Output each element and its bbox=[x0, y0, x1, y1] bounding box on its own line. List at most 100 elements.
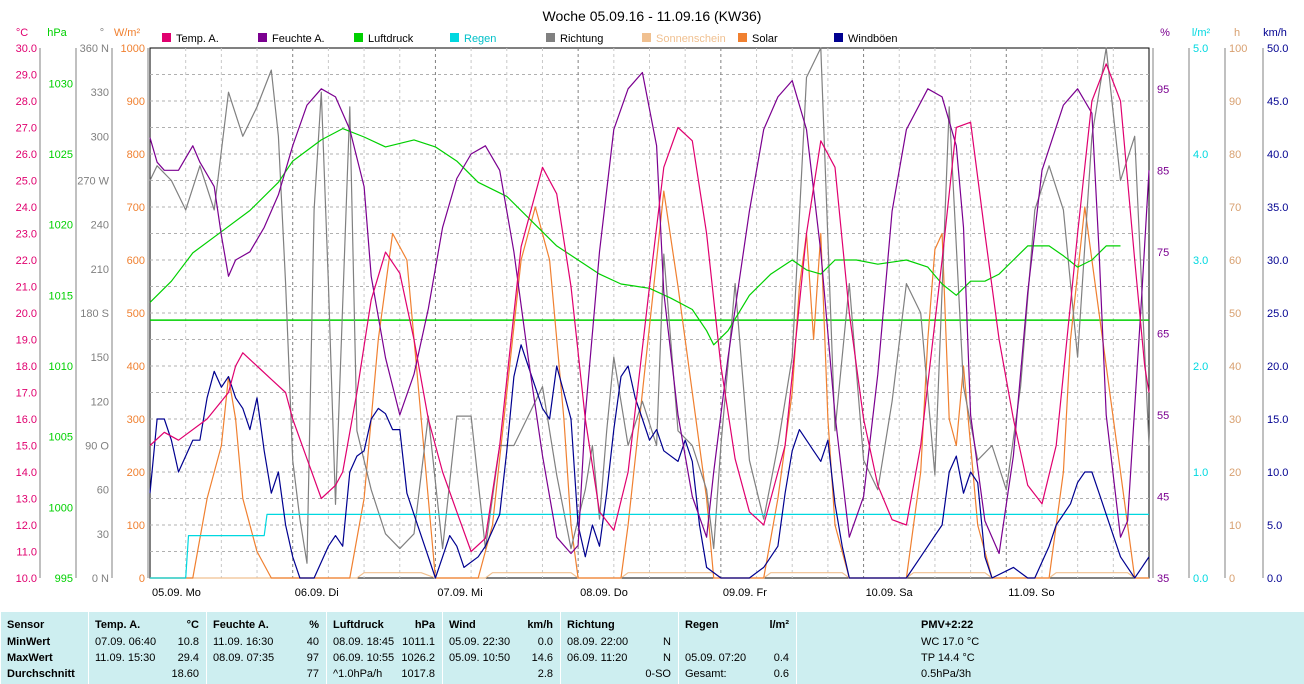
legend-item: Luftdruck bbox=[354, 33, 414, 45]
sunshine-tick-label: 20 bbox=[1229, 467, 1241, 479]
stats-cell: 05.09. 07:20 bbox=[685, 652, 747, 664]
stats-header: Regen bbox=[685, 619, 719, 631]
stats-column: Sensor MinWert MaxWert Durchschnitt bbox=[0, 612, 89, 684]
sunshine-tick-label: 80 bbox=[1229, 149, 1241, 161]
gust-tick-label: 25.0 bbox=[1267, 308, 1288, 320]
pressure-tick-label: 1025 bbox=[49, 149, 73, 161]
legend-label: Temp. A. bbox=[176, 33, 219, 45]
stats-cell: 05.09. 22:30 bbox=[449, 636, 511, 648]
hum-tick-label: 45 bbox=[1157, 491, 1169, 503]
temp-tick-label: 21.0 bbox=[16, 282, 37, 294]
stats-header: °C bbox=[186, 619, 199, 631]
stats-header: km/h bbox=[527, 619, 553, 631]
stats-cell: 14.6 bbox=[531, 652, 553, 664]
solar-tick-label: 300 bbox=[127, 414, 145, 426]
temp-tick-label: 14.0 bbox=[16, 467, 37, 479]
legend-swatch bbox=[258, 33, 267, 42]
series-line-luftdruck bbox=[149, 128, 1121, 346]
stats-cell: Durchschnitt bbox=[7, 668, 75, 680]
stats-cell: MinWert bbox=[7, 636, 51, 648]
solar-tick-label: 600 bbox=[127, 255, 145, 267]
sunshine-tick-label: 100 bbox=[1229, 43, 1247, 55]
stats-cell: N bbox=[663, 652, 671, 664]
direction-tick-label: 240 bbox=[91, 220, 109, 232]
stats-cell: WC 17.0 °C bbox=[921, 636, 980, 648]
statistics-table: Sensor MinWert MaxWert Durchschnitt Temp. A.… bbox=[0, 612, 1304, 684]
stats-cell: N bbox=[663, 636, 671, 648]
sunshine-tick-label: 50 bbox=[1229, 308, 1241, 320]
direction-tick-label: 300 bbox=[91, 131, 109, 143]
pressure-tick-label: 995 bbox=[55, 573, 73, 585]
hum-axis-unit: % bbox=[1160, 27, 1170, 39]
series-line-temp-a bbox=[149, 63, 1150, 553]
stats-cell: MaxWert bbox=[7, 652, 53, 664]
x-tick-label: 10.09. Sa bbox=[866, 587, 914, 599]
pressure-tick-label: 1005 bbox=[49, 432, 73, 444]
gust-tick-label: 30.0 bbox=[1267, 255, 1288, 267]
stats-cell: 0-SO bbox=[645, 668, 671, 680]
stats-cell: 0.4 bbox=[773, 652, 789, 664]
direction-tick-label: 0 N bbox=[92, 573, 109, 585]
legend-label: Luftdruck bbox=[368, 33, 414, 45]
temp-axis-unit: °C bbox=[16, 27, 28, 39]
stats-header: Temp. A. bbox=[95, 619, 141, 631]
stats-header: Wind bbox=[449, 619, 476, 631]
stats-header: Feuchte A. bbox=[213, 619, 269, 631]
stats-header: hPa bbox=[414, 619, 435, 631]
chart-title: Woche 05.09.16 - 11.09.16 (KW36) bbox=[543, 8, 762, 24]
sunshine-tick-label: 90 bbox=[1229, 96, 1241, 108]
direction-axis-unit: ° bbox=[100, 27, 104, 39]
solar-tick-label: 800 bbox=[127, 149, 145, 161]
sunshine-tick-label: 10 bbox=[1229, 520, 1241, 532]
stats-cell: 1026.2 bbox=[401, 652, 435, 664]
temp-tick-label: 18.0 bbox=[16, 361, 37, 373]
stats-cell: TP 14.4 °C bbox=[921, 652, 975, 664]
rain-axis-unit: l/m² bbox=[1192, 27, 1211, 39]
gust-tick-label: 35.0 bbox=[1267, 202, 1288, 214]
solar-tick-label: 500 bbox=[127, 308, 145, 320]
legend-swatch bbox=[354, 33, 363, 42]
gust-tick-label: 15.0 bbox=[1267, 414, 1288, 426]
pressure-tick-label: 1030 bbox=[49, 78, 73, 90]
stats-column: Richtung 08.09. 22:00 N 06.09. 11:20 N 0-SO bbox=[560, 612, 679, 684]
stats-header: Luftdruck bbox=[333, 619, 384, 631]
hum-tick-label: 65 bbox=[1157, 328, 1169, 340]
stats-cell: 07.09. 06:40 bbox=[95, 636, 157, 648]
sunshine-tick-label: 60 bbox=[1229, 255, 1241, 267]
sunshine-axis-unit: h bbox=[1234, 27, 1240, 39]
hum-tick-label: 95 bbox=[1157, 84, 1169, 96]
stats-column: Temp. A. °C 07.09. 06:40 10.8 11.09. 15:30 29… bbox=[88, 612, 207, 684]
stats-header: % bbox=[309, 619, 319, 631]
stats-cell: Gesamt: bbox=[685, 668, 727, 680]
legend-label: Feuchte A. bbox=[272, 33, 325, 45]
legend-item: Sonnenschein bbox=[642, 33, 726, 45]
hum-tick-label: 75 bbox=[1157, 247, 1169, 259]
hum-tick-label: 55 bbox=[1157, 410, 1169, 422]
stats-cell: 1017.8 bbox=[401, 668, 435, 680]
solar-tick-label: 100 bbox=[127, 520, 145, 532]
solar-axis-unit: W/m² bbox=[114, 27, 141, 39]
legend-swatch bbox=[738, 33, 747, 42]
stats-column: Feuchte A.% 11.09. 16:30 40 08.09. 07:35 97 7… bbox=[206, 612, 327, 684]
direction-tick-label: 270 W bbox=[77, 176, 109, 188]
stats-cell: 1011.1 bbox=[402, 636, 435, 648]
series-line-windb-en bbox=[149, 344, 1150, 579]
legend-swatch bbox=[162, 33, 171, 42]
direction-tick-label: 330 bbox=[91, 87, 109, 99]
hum-tick-label: 85 bbox=[1157, 165, 1169, 177]
rain-tick-label: 1.0 bbox=[1193, 467, 1208, 479]
legend-swatch bbox=[450, 33, 459, 42]
stats-cell: 08.09. 22:00 bbox=[567, 636, 629, 648]
pressure-tick-label: 1020 bbox=[49, 220, 73, 232]
gust-tick-label: 5.0 bbox=[1267, 520, 1282, 532]
stats-cell: 10.8 bbox=[177, 636, 199, 648]
rain-tick-label: 0.0 bbox=[1193, 573, 1208, 585]
temp-tick-label: 15.0 bbox=[16, 441, 37, 453]
legend-item: Solar bbox=[738, 33, 778, 45]
solar-tick-label: 1000 bbox=[121, 43, 145, 55]
stats-header: l/m² bbox=[769, 619, 789, 631]
legend-item: Windböen bbox=[834, 33, 898, 45]
temp-tick-label: 28.0 bbox=[16, 96, 37, 108]
gust-tick-label: 45.0 bbox=[1267, 96, 1288, 108]
stats-cell: 08.09. 18:45 bbox=[333, 636, 395, 648]
